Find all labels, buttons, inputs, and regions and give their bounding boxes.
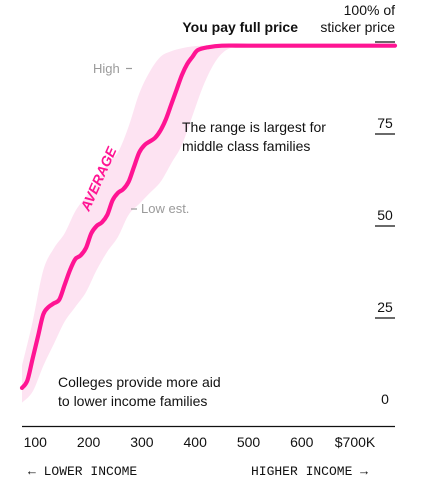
y-axis-top-label-line1: 100% of: [344, 2, 395, 18]
y-axis-top-label-line2: sticker price: [320, 19, 395, 35]
y-tick-label: 50: [377, 207, 393, 223]
higher-income-label: HIGHER INCOME →: [251, 464, 368, 479]
price-range-band: [22, 45, 238, 403]
y-tick-label: 0: [381, 391, 389, 407]
x-tick-label: 200: [77, 434, 101, 450]
x-tick-label: 500: [237, 434, 261, 450]
lower-income-label: ← LOWER INCOME: [28, 464, 137, 479]
x-tick-label: 600: [290, 434, 314, 450]
x-tick-label: 400: [184, 434, 208, 450]
low-income-note-line2: to lower income families: [58, 393, 207, 409]
low-income-note-line1: Colleges provide more aid: [58, 374, 221, 390]
high-estimate-label: High: [93, 61, 120, 76]
low-estimate-label: Low est.: [141, 201, 189, 216]
x-tick-label: 100: [24, 434, 48, 450]
middle-class-note-line1: The range is largest for: [182, 119, 326, 135]
full-price-label: You pay full price: [182, 19, 298, 35]
x-axis-ticks: 100 200 300 400 500 600 $700K: [24, 434, 376, 450]
middle-class-note-line2: middle class families: [182, 138, 310, 154]
x-tick-label: $700K: [335, 434, 376, 450]
y-axis-ticks: 0 25 50 75: [375, 115, 395, 407]
y-tick-label: 75: [377, 115, 393, 131]
average-price-line: [19, 43, 398, 391]
x-tick-label: 300: [130, 434, 154, 450]
y-tick-label: 25: [377, 299, 393, 315]
